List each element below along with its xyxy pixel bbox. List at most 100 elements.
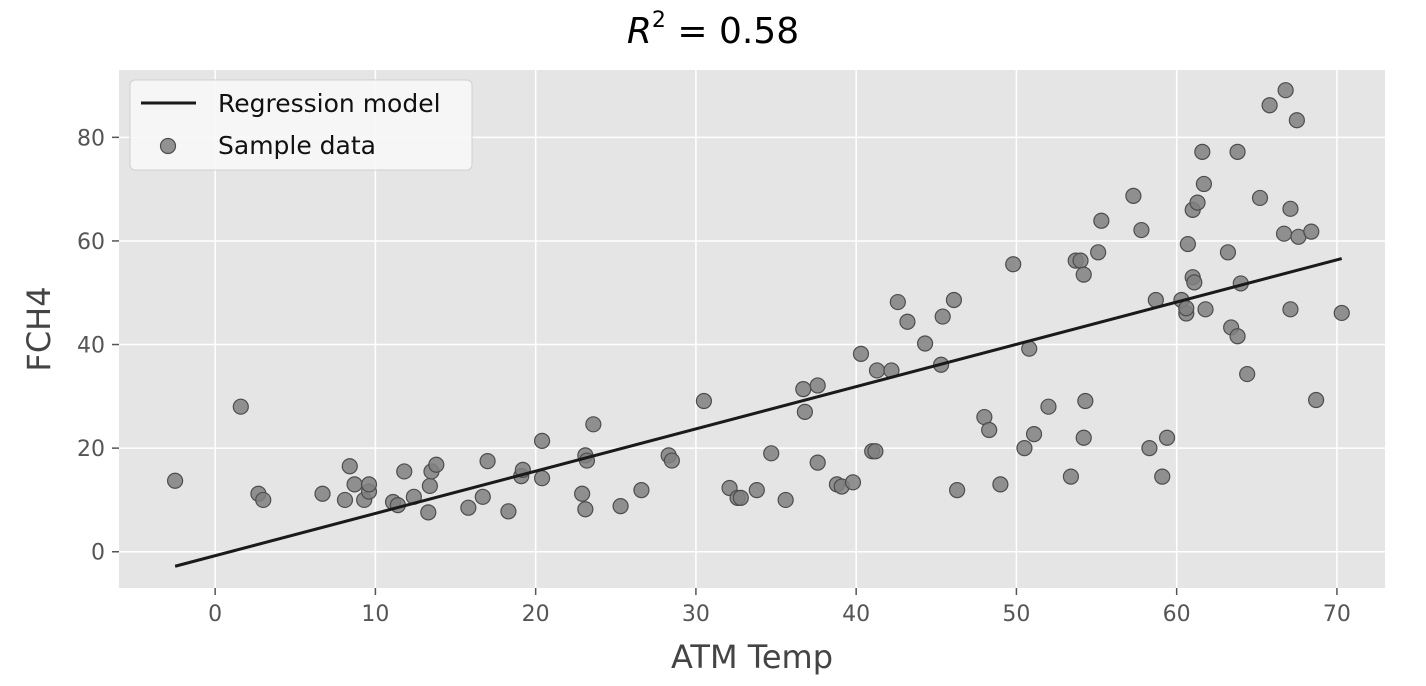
data-point: [949, 481, 966, 499]
data-point: [852, 345, 870, 362]
data-point: [533, 470, 551, 487]
data-point: [916, 335, 934, 352]
x-tick-label: 40: [842, 602, 870, 627]
title-value: = 0.58: [665, 11, 800, 52]
data-point: [992, 476, 1009, 493]
data-point: [1072, 252, 1089, 269]
legend: Regression model Sample data: [129, 79, 473, 171]
data-point: [1125, 187, 1142, 204]
data-point: [1093, 212, 1110, 229]
data-point: [1307, 391, 1325, 409]
data-point: [1158, 429, 1176, 446]
data-point: [574, 485, 591, 502]
chart-title: R2 = 0.58: [0, 8, 1426, 52]
data-point: [868, 362, 886, 379]
data-point: [777, 491, 794, 509]
sample-points: [166, 82, 1350, 521]
data-point: [1189, 194, 1206, 211]
data-point: [1154, 468, 1171, 485]
data-point: [1133, 221, 1150, 239]
data-point: [420, 504, 437, 521]
data-point: [695, 392, 713, 410]
y-axis-ticks: 0 20 40 60 80: [77, 126, 119, 566]
data-point: [1275, 225, 1293, 242]
data-point: [1186, 274, 1203, 291]
x-tick-label: 20: [522, 602, 550, 627]
data-point: [795, 380, 812, 398]
data-point: [396, 463, 413, 480]
data-point: [809, 377, 826, 394]
data-point: [1251, 189, 1269, 207]
data-point: [663, 452, 680, 469]
x-axis-label: ATM Temp: [671, 638, 833, 676]
data-point: [346, 476, 363, 493]
data-point: [867, 443, 884, 460]
data-point: [1178, 300, 1195, 317]
data-point: [533, 432, 551, 449]
data-point: [1197, 301, 1214, 318]
data-point: [1075, 266, 1092, 283]
data-point: [1288, 112, 1305, 129]
data-point: [479, 452, 496, 470]
data-point: [763, 445, 780, 462]
x-tick-label: 30: [682, 602, 710, 627]
data-point: [1219, 244, 1237, 261]
x-tick-label: 10: [361, 602, 389, 627]
data-point: [1025, 426, 1043, 443]
data-point: [314, 485, 331, 502]
data-point: [460, 499, 477, 516]
data-point: [981, 421, 998, 439]
data-point: [945, 291, 963, 309]
y-tick-label: 0: [91, 541, 105, 566]
data-point: [1239, 365, 1256, 383]
data-point: [1282, 301, 1299, 318]
data-point: [577, 501, 594, 518]
regression-line: [174, 257, 1343, 568]
data-point: [633, 481, 650, 499]
x-tick-label: 70: [1323, 602, 1351, 627]
y-tick-label: 40: [77, 334, 105, 359]
legend-box: [129, 79, 473, 171]
data-point: [336, 491, 354, 509]
data-point: [1229, 143, 1246, 160]
data-point: [1194, 143, 1211, 160]
x-axis-ticks: 0 10 20 30 40 50 60 70: [208, 588, 1351, 627]
data-point: [341, 458, 358, 475]
data-point: [889, 293, 906, 311]
data-point: [796, 403, 813, 420]
data-point: [732, 489, 749, 506]
y-tick-label: 20: [77, 437, 105, 462]
data-point: [585, 416, 602, 433]
data-point: [421, 477, 438, 495]
data-point: [232, 398, 249, 415]
data-point: [1077, 392, 1094, 410]
data-point: [612, 498, 629, 515]
data-point: [844, 474, 862, 491]
title-variable: R: [626, 11, 652, 52]
legend-label-regression: Regression model: [218, 89, 441, 118]
title-exponent: 2: [651, 8, 666, 33]
data-point: [1229, 328, 1246, 345]
data-point: [1303, 223, 1320, 240]
x-tick-label: 60: [1163, 602, 1191, 627]
data-point: [1090, 244, 1107, 261]
data-point: [1282, 200, 1299, 217]
data-point: [1195, 175, 1213, 193]
data-point: [809, 454, 826, 471]
data-point: [748, 481, 765, 499]
data-point: [428, 456, 445, 473]
data-point: [934, 308, 951, 325]
data-point: [1075, 429, 1092, 446]
x-tick-label: 0: [208, 602, 222, 627]
data-point: [899, 313, 916, 330]
data-point: [500, 503, 517, 520]
x-tick-label: 50: [1002, 602, 1030, 627]
data-point: [1277, 82, 1294, 99]
data-point: [255, 491, 272, 509]
data-point: [1179, 235, 1196, 253]
y-tick-label: 80: [77, 126, 105, 151]
data-point: [360, 476, 378, 493]
data-point: [1261, 97, 1278, 114]
legend-label-sample: Sample data: [218, 131, 376, 160]
